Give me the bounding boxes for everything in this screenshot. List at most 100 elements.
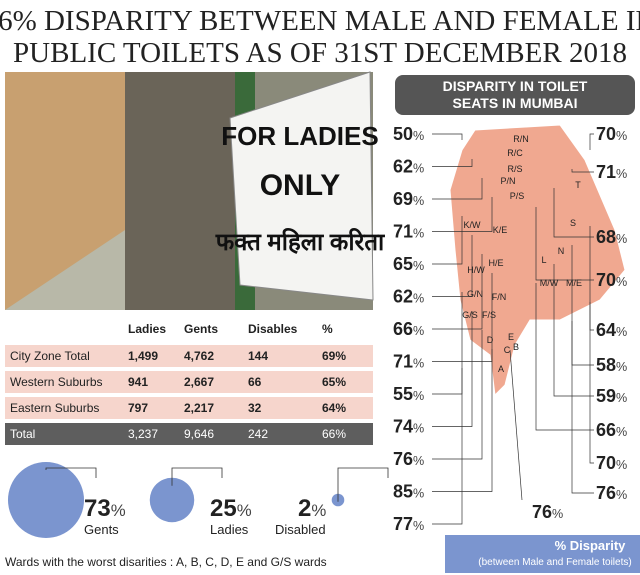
percent-sign: %	[413, 259, 424, 273]
leader-line	[337, 467, 389, 502]
value: 71	[393, 352, 413, 372]
leader-line	[432, 133, 463, 140]
legend-note: (between Male and Female toilets)	[478, 557, 631, 568]
ward-label: K/E	[493, 225, 508, 235]
percent-value: 59%	[596, 386, 627, 406]
percent-sign: %	[413, 129, 424, 143]
percent-value: 68%	[596, 227, 627, 247]
value: 62	[393, 157, 413, 177]
ward-label: E	[508, 332, 514, 342]
value: 25	[210, 495, 237, 522]
percent-value: 85%	[393, 482, 424, 502]
leader-line	[553, 264, 594, 397]
percent-value: 74%	[393, 417, 424, 437]
percent-sign: %	[413, 454, 424, 468]
percent-value: 58%	[596, 355, 627, 375]
leader-line	[432, 349, 493, 492]
table-cell: 2,217	[184, 401, 214, 415]
share-label: Ladies	[210, 522, 249, 537]
percent-sign: %	[616, 391, 627, 405]
percent-sign: %	[311, 501, 326, 520]
table-cell: 2,667	[184, 375, 214, 389]
map-shape	[449, 124, 626, 397]
percent-value: 70%	[596, 453, 627, 473]
ward-label: F/S	[482, 310, 496, 320]
value: 85	[393, 482, 413, 502]
leader-line	[432, 368, 463, 525]
table-cell: Western Suburbs	[10, 375, 103, 389]
percent-value: 66%	[393, 319, 424, 339]
share-circle	[149, 477, 195, 523]
ward-label: C	[504, 345, 511, 355]
table-cell: 242	[248, 427, 268, 441]
leader-line	[432, 197, 493, 232]
ward-label: R/C	[507, 148, 523, 158]
percent-sign: %	[552, 507, 563, 521]
value: 68	[596, 227, 616, 247]
value: 62	[393, 287, 413, 307]
percent-value: 71%	[393, 222, 424, 242]
leader-line	[171, 467, 223, 486]
percent-sign: %	[413, 292, 424, 306]
percent-value: 62%	[393, 157, 424, 177]
leader-line	[571, 169, 594, 173]
ward-label: D	[487, 335, 494, 345]
percent-sign: %	[111, 501, 126, 520]
value: 69	[393, 189, 413, 209]
leader-line	[432, 235, 473, 297]
value: 64	[596, 320, 616, 340]
value: 77	[393, 514, 413, 534]
leader-line	[432, 311, 473, 427]
table-cell: 32	[248, 401, 262, 415]
table-cell: 4,762	[184, 349, 214, 363]
percent-value: 25%	[210, 495, 252, 522]
percent-value: 62%	[393, 287, 424, 307]
leader-line	[432, 178, 483, 200]
title-line: 66% DISPARITY BETWEEN MALE AND FEMALE IN	[0, 5, 640, 37]
value: 66	[393, 319, 413, 339]
value: 70	[596, 453, 616, 473]
ward-label: R/S	[507, 164, 522, 174]
ward-label: G/N	[467, 289, 483, 299]
ward-label: K/W	[464, 220, 482, 230]
percent-sign: %	[413, 389, 424, 403]
percent-sign: %	[616, 275, 627, 289]
percent-value: 76%	[532, 502, 563, 522]
map-title: SEATS IN MUMBAI	[453, 95, 578, 111]
percent-sign: %	[616, 325, 627, 339]
percent-value: 77%	[393, 514, 424, 534]
percent-sign: %	[413, 227, 424, 241]
legend-title: % Disparity	[555, 538, 627, 553]
value: 70	[596, 270, 616, 290]
table-cell: Eastern Suburbs	[10, 401, 99, 415]
value: 65	[393, 254, 413, 274]
percent-sign: %	[413, 194, 424, 208]
percent-sign: %	[413, 422, 424, 436]
ward-label: T	[575, 180, 581, 190]
map-header	[395, 75, 635, 115]
percent-sign: %	[413, 519, 424, 533]
value: 2	[298, 495, 311, 522]
percent-sign: %	[616, 425, 627, 439]
value: 71	[596, 162, 616, 182]
table-cell: City Zone Total	[10, 349, 90, 363]
leader-line	[432, 292, 463, 395]
percent-value: 73%	[84, 495, 126, 522]
percent-sign: %	[413, 487, 424, 501]
percent-value: 69%	[393, 189, 424, 209]
ward-label: R/N	[513, 134, 529, 144]
table-row	[5, 397, 373, 419]
percent-value: 70%	[596, 124, 627, 144]
ward-label: M/E	[566, 278, 582, 288]
percent-sign: %	[616, 488, 627, 502]
sign-text: ONLY	[260, 169, 341, 202]
percent-value: 76%	[393, 449, 424, 469]
table-cell: 69%	[322, 349, 346, 363]
ward-label: B	[513, 342, 519, 352]
percent-value: 76%	[596, 483, 627, 503]
value: 59	[596, 386, 616, 406]
ward-label: M/W	[540, 278, 559, 288]
ward-label: N	[558, 246, 565, 256]
value: 70	[596, 124, 616, 144]
